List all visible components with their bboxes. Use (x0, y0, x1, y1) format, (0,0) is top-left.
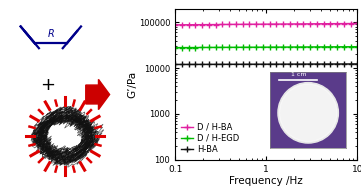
D / H-EGD (180, 46, 184, 49)
D / H-BA (281, 23, 285, 25)
H-BA (200, 63, 204, 66)
H-BA (274, 63, 279, 65)
H-BA (207, 63, 211, 66)
D / H-EGD (328, 46, 332, 48)
H-BA (220, 63, 225, 65)
D / H-EGD (227, 46, 231, 48)
D / H-BA (254, 23, 258, 25)
D / H-BA (207, 23, 211, 26)
D / H-EGD (301, 46, 305, 48)
D / H-BA (180, 24, 184, 26)
D / H-EGD (234, 46, 238, 48)
H-BA (227, 63, 231, 65)
D / H-BA (321, 22, 326, 25)
D / H-BA (213, 23, 218, 26)
D / H-BA (274, 23, 279, 25)
D / H-BA (240, 23, 245, 26)
D / H-EGD (355, 46, 360, 48)
H-BA (180, 63, 184, 66)
H-BA (173, 63, 177, 66)
H-BA (301, 63, 305, 65)
D / H-BA (328, 22, 332, 25)
D / H-EGD (342, 46, 346, 48)
H-BA (348, 63, 353, 65)
D / H-BA (186, 24, 191, 26)
H-BA (342, 63, 346, 65)
D / H-BA (268, 23, 272, 25)
FancyArrow shape (86, 79, 110, 110)
D / H-EGD (193, 46, 197, 49)
Line: D / H-BA: D / H-BA (172, 21, 360, 28)
D / H-BA (335, 22, 339, 25)
H-BA (186, 63, 191, 66)
D / H-EGD (207, 46, 211, 49)
D / H-EGD (240, 46, 245, 48)
D / H-BA (288, 23, 292, 25)
Line: D / H-EGD: D / H-EGD (172, 44, 360, 50)
H-BA (254, 63, 258, 65)
H-BA (315, 63, 319, 65)
H-BA (288, 63, 292, 65)
D / H-EGD (200, 46, 204, 49)
D / H-BA (301, 23, 305, 25)
D / H-EGD (268, 46, 272, 48)
D / H-BA (220, 23, 225, 26)
D / H-BA (348, 22, 353, 25)
Text: R: R (47, 29, 54, 39)
D / H-EGD (186, 46, 191, 49)
D / H-BA (342, 22, 346, 25)
D / H-BA (234, 23, 238, 26)
D / H-EGD (295, 46, 299, 48)
D / H-EGD (348, 46, 353, 48)
D / H-BA (295, 23, 299, 25)
H-BA (213, 63, 218, 65)
D / H-BA (193, 24, 197, 26)
D / H-BA (173, 24, 177, 26)
Text: +: + (40, 76, 55, 94)
D / H-EGD (308, 46, 312, 48)
H-BA (321, 63, 326, 65)
D / H-EGD (254, 46, 258, 48)
D / H-EGD (335, 46, 339, 48)
H-BA (355, 63, 360, 65)
H-BA (268, 63, 272, 65)
H-BA (295, 63, 299, 65)
H-BA (261, 63, 265, 65)
X-axis label: Frequency /Hz: Frequency /Hz (229, 176, 303, 186)
D / H-EGD (220, 46, 225, 49)
H-BA (247, 63, 252, 65)
H-BA (328, 63, 332, 65)
Line: H-BA: H-BA (172, 61, 360, 67)
D / H-EGD (321, 46, 326, 48)
D / H-EGD (315, 46, 319, 48)
D / H-BA (315, 23, 319, 25)
D / H-BA (261, 23, 265, 25)
D / H-BA (247, 23, 252, 25)
H-BA (193, 63, 197, 66)
D / H-BA (200, 23, 204, 26)
D / H-BA (227, 23, 231, 26)
Legend: D / H-BA, D / H-EGD, H-BA: D / H-BA, D / H-EGD, H-BA (179, 121, 241, 156)
H-BA (234, 63, 238, 65)
D / H-BA (355, 22, 360, 25)
H-BA (335, 63, 339, 65)
D / H-BA (308, 23, 312, 25)
D / H-EGD (213, 46, 218, 49)
D / H-EGD (261, 46, 265, 48)
Y-axis label: G’/Pa: G’/Pa (127, 70, 137, 98)
D / H-EGD (173, 46, 177, 49)
H-BA (240, 63, 245, 65)
H-BA (308, 63, 312, 65)
D / H-EGD (274, 46, 279, 48)
H-BA (281, 63, 285, 65)
D / H-EGD (247, 46, 252, 48)
D / H-EGD (288, 46, 292, 48)
D / H-EGD (281, 46, 285, 48)
